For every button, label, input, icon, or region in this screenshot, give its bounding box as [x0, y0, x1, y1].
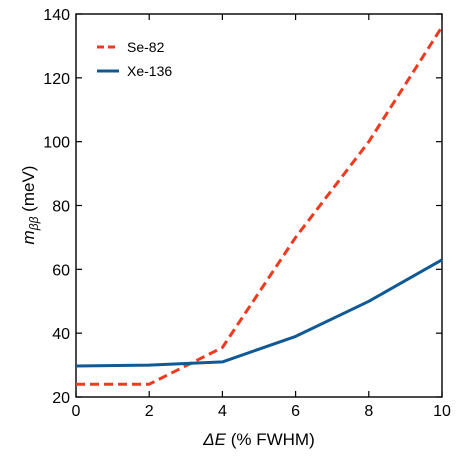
- legend-label: Se-82: [127, 39, 165, 55]
- y-tick-label: 60: [52, 262, 70, 279]
- x-tick-label: 8: [364, 403, 373, 420]
- x-tick-label: 6: [291, 403, 300, 420]
- x-tick-label: 4: [218, 403, 227, 420]
- series-layer: [75, 25, 444, 386]
- y-axis-symbol: m: [19, 230, 38, 244]
- series-line-xe-136: [75, 258, 443, 368]
- x-axis-symbol: ΔE: [202, 430, 226, 449]
- axis-ticks: 0 2 4 6 8 10 20 40 60 80 100 120 140: [43, 7, 451, 420]
- x-tick-label: 10: [433, 403, 451, 420]
- x-tick-label: 0: [72, 403, 81, 420]
- y-axis-subscript: ββ: [27, 216, 41, 231]
- x-tick-label: 2: [145, 403, 154, 420]
- legend: Se-82 Xe-136: [97, 39, 172, 79]
- y-tick-label: 140: [43, 7, 70, 24]
- y-tick-label: 120: [43, 71, 70, 88]
- y-axis-label: mββ (meV): [19, 166, 41, 245]
- y-tick-label: 100: [43, 135, 70, 152]
- series-line-se-82: [76, 25, 444, 386]
- y-axis-unit: (meV): [19, 166, 38, 217]
- y-tick-label: 40: [52, 326, 70, 343]
- y-tick-label: 20: [52, 390, 70, 407]
- x-axis-label: ΔE (% FWHM): [202, 430, 315, 449]
- x-axis-unit: (% FWHM): [226, 430, 315, 449]
- y-tick-label: 80: [52, 199, 70, 216]
- legend-label: Xe-136: [127, 63, 172, 79]
